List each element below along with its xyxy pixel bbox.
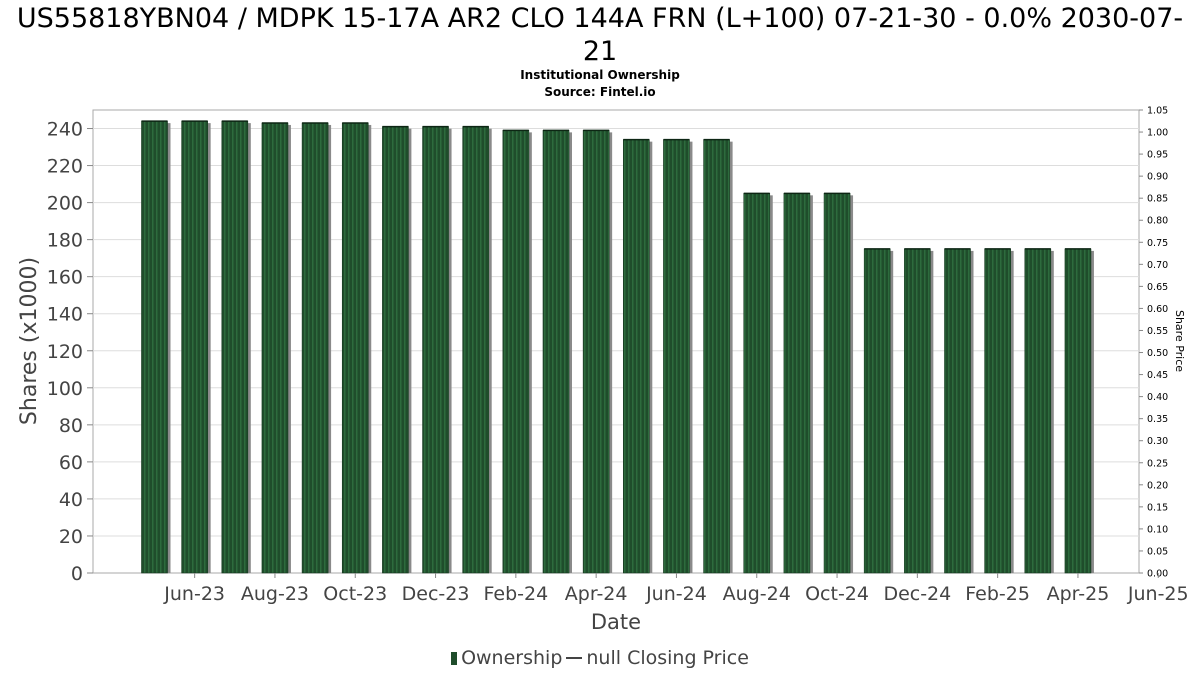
- y2-tick-label: 0.75: [1147, 238, 1168, 249]
- legend: Ownership null Closing Price: [0, 647, 1200, 669]
- y2-tick-label: 0.60: [1147, 304, 1168, 315]
- x-tick-label: Aug-24: [723, 583, 791, 605]
- x-tick-label: Oct-24: [805, 583, 869, 605]
- y2-tick-label: 1.05: [1147, 106, 1168, 117]
- ownership-bar: [261, 122, 289, 574]
- x-tick-label: Dec-24: [883, 583, 951, 605]
- y2-tick-label: 0.25: [1147, 458, 1168, 469]
- y-tick-label: 100: [47, 378, 83, 400]
- y2-tick-label: 0.50: [1147, 348, 1168, 359]
- y2-tick-label: 0.20: [1147, 480, 1168, 491]
- x-tick-label: Apr-25: [1047, 583, 1110, 605]
- x-tick-label: Feb-25: [965, 583, 1030, 605]
- x-tick-label: Oct-23: [323, 583, 387, 605]
- ownership-bar: [301, 122, 329, 574]
- x-tick-label: Apr-24: [565, 583, 628, 605]
- ownership-bar: [622, 139, 650, 574]
- ownership-bar: [221, 120, 249, 574]
- y-tick-label: 120: [47, 341, 83, 363]
- ownership-legend-swatch: [451, 652, 458, 665]
- y2-tick-label: 1.00: [1147, 128, 1168, 139]
- ownership-bar: [582, 130, 610, 574]
- closing-price-legend-line: [566, 657, 583, 659]
- ownership-bar: [502, 130, 530, 574]
- ownership-bar: [1024, 248, 1052, 574]
- y-tick-label: 80: [59, 415, 83, 437]
- ownership-bar: [904, 248, 931, 574]
- ownership-bar: [984, 248, 1011, 574]
- y2-tick-label: 0.35: [1147, 414, 1168, 425]
- x-tick-label: Dec-23: [402, 583, 470, 605]
- y-tick-label: 60: [59, 452, 83, 474]
- y2-tick-label: 0.55: [1147, 326, 1168, 337]
- x-tick-label: Feb-24: [484, 583, 549, 605]
- chart-title: US55818YBN04 / MDPK 15-17A AR2 CLO 144A …: [16, 3, 1184, 67]
- ownership-bar: [542, 130, 570, 574]
- ownership-bar: [422, 126, 449, 574]
- ownership-bar: [181, 120, 208, 574]
- legend-closing-price: null Closing Price: [586, 647, 749, 669]
- ownership-bar: [823, 193, 851, 574]
- ownership-bar: [341, 122, 369, 574]
- y2-tick-label: 0.70: [1147, 260, 1168, 271]
- y-axis-label: Shares (x1000): [17, 257, 42, 425]
- y2-axis-label: Share Price: [1173, 310, 1186, 372]
- y2-tick-label: 0.05: [1147, 546, 1168, 557]
- y2-tick-label: 0.15: [1147, 502, 1168, 513]
- y2-tick-label: 0.10: [1147, 524, 1168, 535]
- ownership-bar: [663, 139, 690, 574]
- y-tick-label: 220: [47, 156, 83, 178]
- y-tick-label: 0: [71, 563, 83, 585]
- ownership-bar: [703, 139, 730, 574]
- ownership-bar: [1064, 248, 1092, 574]
- x-tick-label: Jun-24: [645, 583, 707, 605]
- y-tick-label: 200: [47, 193, 83, 215]
- chart-source: Source: Fintel.io: [544, 85, 656, 99]
- y2-tick-label: 0.80: [1147, 216, 1168, 227]
- y-tick-label: 240: [47, 119, 83, 141]
- ownership-bar: [382, 126, 409, 574]
- y2-tick-label: 0.95: [1147, 150, 1168, 161]
- ownership-bar: [783, 193, 811, 574]
- legend-ownership: Ownership: [461, 647, 563, 669]
- x-tick-label: Aug-23: [241, 583, 309, 605]
- y-tick-label: 160: [47, 267, 83, 289]
- y-tick-label: 20: [59, 526, 83, 548]
- y2-tick-label: 0.45: [1147, 370, 1168, 381]
- ownership-bar: [863, 248, 891, 574]
- x-tick-label: Jun-25: [1127, 583, 1189, 605]
- y-tick-label: 140: [47, 304, 83, 326]
- ownership-bar: [743, 193, 771, 574]
- y2-tick-label: 0.00: [1147, 569, 1168, 580]
- x-tick-label: Jun-23: [163, 583, 225, 605]
- y2-tick-label: 0.30: [1147, 436, 1168, 447]
- y2-tick-label: 0.85: [1147, 194, 1168, 205]
- ownership-bar: [944, 248, 971, 574]
- ownership-bar: [141, 120, 168, 574]
- y-tick-label: 40: [59, 489, 83, 511]
- x-axis-label: Date: [591, 610, 641, 634]
- y2-tick-label: 0.90: [1147, 172, 1168, 183]
- chart-subtitle: Institutional Ownership: [520, 68, 680, 82]
- y-tick-label: 180: [47, 230, 83, 252]
- ownership-bar: [462, 126, 490, 574]
- y2-tick-label: 0.40: [1147, 392, 1168, 403]
- y2-tick-label: 0.65: [1147, 282, 1168, 293]
